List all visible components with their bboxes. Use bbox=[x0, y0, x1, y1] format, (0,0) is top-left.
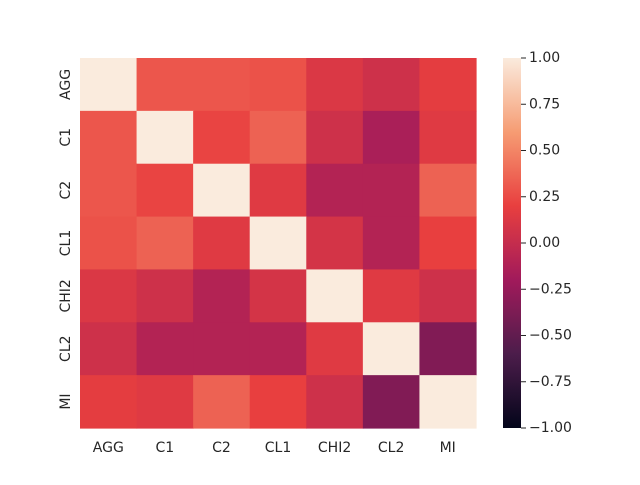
y-tick-labels: AGG C1 C2 CL1 CHI2 CL2 MI bbox=[58, 69, 74, 410]
heatmap-cells bbox=[80, 58, 477, 429]
heatmap-cell-C2-CL1 bbox=[249, 163, 307, 218]
y-tick-label: MI bbox=[58, 393, 74, 409]
heatmap-cell-MI-CHI2 bbox=[306, 375, 364, 429]
heatmap-cell-MI-CL1 bbox=[249, 375, 307, 429]
heatmap-cell-CHI2-C1 bbox=[136, 269, 194, 323]
heatmap-cell-CL1-CHI2 bbox=[306, 216, 364, 271]
heatmap-cell-MI-C1 bbox=[136, 375, 194, 429]
heatmap-cell-MI-AGG bbox=[80, 375, 138, 429]
x-tick-label: C2 bbox=[212, 440, 231, 456]
y-tick-label: CL1 bbox=[58, 230, 74, 256]
heatmap-cell-C1-CL1 bbox=[249, 110, 307, 165]
heatmap-cell-CL2-CHI2 bbox=[306, 322, 364, 376]
heatmap-cell-CL1-CL1 bbox=[249, 216, 307, 271]
y-tick-label: C1 bbox=[58, 128, 74, 147]
colorbar-tick-label: −0.25 bbox=[529, 281, 572, 297]
colorbar bbox=[503, 58, 521, 428]
colorbar-ticks: 1.00 0.75 0.50 0.25 0.00 −0.25 −0.50 −0.75 −1.00 bbox=[521, 50, 572, 436]
colorbar-tick-label: 0.00 bbox=[529, 235, 560, 251]
heatmap-cell-C2-CHI2 bbox=[306, 163, 364, 218]
heatmap-cell-CHI2-CHI2 bbox=[306, 269, 364, 323]
heatmap-cell-CHI2-CL1 bbox=[249, 269, 307, 323]
colorbar-tick-label: 1.00 bbox=[529, 50, 560, 66]
heatmap-cell-AGG-MI bbox=[419, 58, 477, 112]
heatmap-cell-CL1-C1 bbox=[136, 216, 194, 271]
heatmap-cell-CL2-AGG bbox=[80, 322, 138, 376]
y-tick-label: AGG bbox=[58, 69, 74, 100]
heatmap-cell-C1-AGG bbox=[80, 110, 138, 165]
heatmap-cell-CL1-MI bbox=[419, 216, 477, 271]
colorbar-tick-label: −0.50 bbox=[529, 328, 572, 344]
heatmap-cell-CHI2-MI bbox=[419, 269, 477, 323]
heatmap-cell-C1-C1 bbox=[136, 110, 194, 165]
heatmap-cell-C1-MI bbox=[419, 110, 477, 165]
colorbar-tick-label: −0.75 bbox=[529, 374, 572, 390]
y-tick-label: CL2 bbox=[58, 335, 74, 361]
heatmap-cell-C2-C2 bbox=[193, 163, 251, 218]
heatmap-cell-AGG-C2 bbox=[193, 58, 251, 112]
x-tick-label: AGG bbox=[93, 440, 124, 456]
colorbar-tick-label: 0.75 bbox=[529, 96, 560, 112]
heatmap-cell-C1-CL2 bbox=[362, 110, 421, 165]
heatmap-cell-MI-C2 bbox=[193, 375, 251, 429]
heatmap-cell-AGG-CHI2 bbox=[306, 58, 364, 112]
heatmap-cell-C2-CL2 bbox=[362, 163, 421, 218]
heatmap-cell-CL1-CL2 bbox=[362, 216, 421, 271]
heatmap-cell-C1-CHI2 bbox=[306, 110, 364, 165]
heatmap-cell-AGG-C1 bbox=[136, 58, 194, 112]
heatmap-cell-CHI2-C2 bbox=[193, 269, 251, 323]
heatmap-cell-MI-CL2 bbox=[362, 375, 421, 429]
heatmap-cell-C2-MI bbox=[419, 163, 477, 218]
heatmap-cell-CHI2-AGG bbox=[80, 269, 138, 323]
heatmap-cell-CHI2-CL2 bbox=[362, 269, 421, 323]
x-tick-label: CL2 bbox=[378, 440, 404, 456]
heatmap-cell-CL1-C2 bbox=[193, 216, 251, 271]
y-tick-label: C2 bbox=[58, 181, 74, 200]
heatmap-cell-C2-C1 bbox=[136, 163, 194, 218]
x-tick-labels: AGG C1 C2 CL1 CHI2 CL2 MI bbox=[93, 440, 456, 456]
heatmap-cell-CL2-C2 bbox=[193, 322, 251, 376]
heatmap-cell-CL2-CL1 bbox=[249, 322, 307, 376]
heatmap-cell-AGG-AGG bbox=[80, 58, 138, 112]
x-tick-label: CL1 bbox=[265, 440, 291, 456]
x-tick-label: C1 bbox=[156, 440, 175, 456]
heatmap-cell-AGG-CL2 bbox=[362, 58, 421, 112]
heatmap-cell-C2-AGG bbox=[80, 163, 138, 218]
heatmap-cell-MI-MI bbox=[419, 375, 477, 429]
heatmap-cell-CL2-C1 bbox=[136, 322, 194, 376]
heatmap-cell-CL2-CL2 bbox=[362, 322, 421, 376]
colorbar-tick-label: −1.00 bbox=[529, 420, 572, 436]
colorbar-tick-label: 0.25 bbox=[529, 189, 560, 205]
x-tick-label: MI bbox=[440, 440, 456, 456]
heatmap-cell-CL2-MI bbox=[419, 322, 477, 376]
heatmap-cell-C1-C2 bbox=[193, 110, 251, 165]
heatmap-cell-AGG-CL1 bbox=[249, 58, 307, 112]
heatmap-cell-CL1-AGG bbox=[80, 216, 138, 271]
colorbar-tick-label: 0.50 bbox=[529, 143, 560, 159]
y-tick-label: CHI2 bbox=[58, 279, 74, 312]
x-tick-label: CHI2 bbox=[318, 440, 351, 456]
